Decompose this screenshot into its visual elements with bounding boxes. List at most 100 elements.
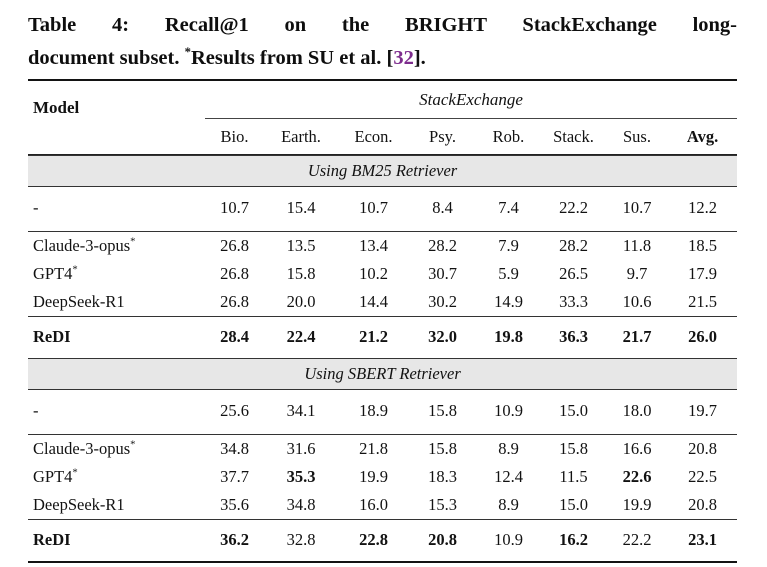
citation-link[interactable]: 32 (393, 46, 414, 69)
value-cell: 32.0 (409, 316, 476, 358)
value-cell: 33.3 (559, 292, 588, 311)
caption-line-1: Table 4: Recall@1 on the BRIGHT StackExc… (28, 14, 737, 36)
value-cell: 21.5 (688, 292, 717, 311)
value-cell: 30.7 (428, 264, 457, 283)
value-cell: 34.1 (286, 401, 316, 420)
value-cell: 19.8 (476, 316, 541, 358)
citation-bracket-open: [ (386, 46, 394, 69)
table-body: Using BM25 Retriever - 10.7 15.4 10.7 8.4 7.4 2… (28, 155, 738, 561)
model-name: Claude-3-opus* (28, 231, 205, 260)
value-cell: 10.9 (476, 519, 541, 561)
column-header: Stack. (541, 119, 606, 155)
value-cell: 18.3 (428, 467, 457, 486)
value-cell: 30.2 (428, 292, 457, 311)
table-row: ReDI 28.4 22.4 21.2 32.0 19.8 36.3 21.7 26.0 (28, 316, 738, 358)
column-header: Avg. (668, 119, 738, 155)
value-cell: 11.5 (559, 467, 588, 486)
table-row: DeepSeek-R1 35.6 34.8 16.0 15.3 8.9 15.0 19.9 20… (28, 491, 737, 519)
table-row: GPT4* 37.7 35.3 19.9 18.3 12.4 11.5 22.6 22.5 (28, 463, 737, 491)
value-cell: 15.4 (286, 198, 316, 217)
value-cell: 17.9 (688, 264, 717, 283)
value-cell: 21.8 (338, 434, 409, 463)
value-cell: 9.7 (626, 264, 648, 283)
value-cell: 5.9 (498, 264, 519, 283)
value-cell: 8.9 (476, 434, 541, 463)
value-cell: 28.4 (205, 316, 264, 358)
value-cell: 8.4 (432, 198, 453, 217)
table-header: Model StackExchange Bio. Earth. Econ. Psy. R… (28, 81, 738, 155)
value-cell: 10.7 (622, 198, 652, 217)
value-cell: 10.9 (494, 401, 523, 420)
superscript-asterisk: * (184, 44, 191, 59)
section-band-row: Using BM25 Retriever (28, 155, 738, 187)
table-row: - 25.6 34.1 18.9 15.8 10.9 15.0 18.0 19.7 (28, 390, 737, 434)
group-header-row: Model StackExchange (28, 81, 738, 155)
value-cell: 22.2 (559, 198, 588, 217)
value-cell: 16.6 (606, 434, 668, 463)
model-name: Claude-3-opus* (28, 434, 205, 463)
value-cell: 13.4 (338, 231, 409, 260)
value-cell: 36.3 (541, 316, 606, 358)
value-cell: 25.6 (220, 401, 249, 420)
value-cell: 7.9 (476, 231, 541, 260)
value-cell: 26.5 (559, 264, 588, 283)
table-row: - 10.7 15.4 10.7 8.4 7.4 22.2 10.7 12.2 (28, 187, 737, 231)
model-name: ReDI (28, 519, 205, 561)
value-cell: 34.8 (205, 434, 264, 463)
value-cell: 15.3 (428, 495, 457, 514)
value-cell: 15.8 (428, 401, 457, 420)
table-row: DeepSeek-R1 26.8 20.0 14.4 30.2 14.9 33.3 10.6 2… (28, 288, 737, 316)
value-cell: 32.8 (264, 519, 338, 561)
value-cell: 16.2 (541, 519, 606, 561)
value-cell: 12.4 (494, 467, 523, 486)
superscript-asterisk: * (72, 466, 78, 479)
stackexchange-group-header: StackExchange (205, 81, 738, 119)
value-cell: 36.2 (205, 519, 264, 561)
value-cell: 10.7 (359, 198, 388, 217)
model-name: DeepSeek-R1 (33, 495, 125, 514)
caption-line-2: document subset. *Results from SU et al.… (28, 42, 737, 75)
model-name: GPT4* (33, 466, 78, 486)
value-cell: 14.4 (359, 292, 388, 311)
model-column-header: Model (28, 81, 205, 155)
model-name: - (33, 401, 39, 420)
value-cell: 20.8 (668, 434, 738, 463)
value-cell: 22.5 (688, 467, 717, 486)
column-header: Rob. (476, 119, 541, 155)
value-cell: 19.9 (622, 495, 652, 514)
table-row: Claude-3-opus* 34.8 31.6 21.8 15.8 8.9 15.8 16.… (28, 434, 738, 463)
section-title: Using BM25 Retriever (28, 155, 738, 187)
value-cell: 7.4 (498, 198, 519, 217)
value-cell: 18.0 (622, 401, 652, 420)
value-cell: 12.2 (688, 198, 717, 217)
value-cell: 18.5 (668, 231, 738, 260)
value-cell: 14.9 (494, 292, 523, 311)
value-cell: 31.6 (264, 434, 338, 463)
value-cell: 21.7 (606, 316, 668, 358)
value-cell: 28.2 (541, 231, 606, 260)
value-cell: 20.0 (286, 292, 316, 311)
value-cell: 15.8 (541, 434, 606, 463)
citation-bracket-close: ]. (413, 46, 426, 69)
value-cell: 26.8 (220, 264, 249, 283)
table-row: Claude-3-opus* 26.8 13.5 13.4 28.2 7.9 28.2 11.… (28, 231, 738, 260)
value-cell: 10.2 (359, 264, 388, 283)
model-name: DeepSeek-R1 (33, 292, 125, 311)
value-cell: 18.9 (359, 401, 388, 420)
value-cell: 11.8 (606, 231, 668, 260)
value-cell: 23.1 (668, 519, 738, 561)
table-row: GPT4* 26.8 15.8 10.2 30.7 5.9 26.5 9.7 17.9 (28, 260, 737, 288)
caption-line2-prefix: document subset. (28, 46, 185, 69)
value-cell: 35.3 (286, 467, 316, 486)
value-cell: 22.4 (264, 316, 338, 358)
value-cell: 16.0 (359, 495, 388, 514)
value-cell: 15.8 (286, 264, 316, 283)
value-cell: 26.8 (205, 231, 264, 260)
model-name: ReDI (28, 316, 205, 358)
results-table: Model StackExchange Bio. Earth. Econ. Psy. R… (28, 79, 738, 563)
section-title: Using SBERT Retriever (28, 358, 738, 390)
superscript-asterisk: * (130, 235, 136, 248)
value-cell: 26.8 (220, 292, 249, 311)
value-cell: 20.8 (688, 495, 717, 514)
superscript-asterisk: * (72, 263, 78, 276)
